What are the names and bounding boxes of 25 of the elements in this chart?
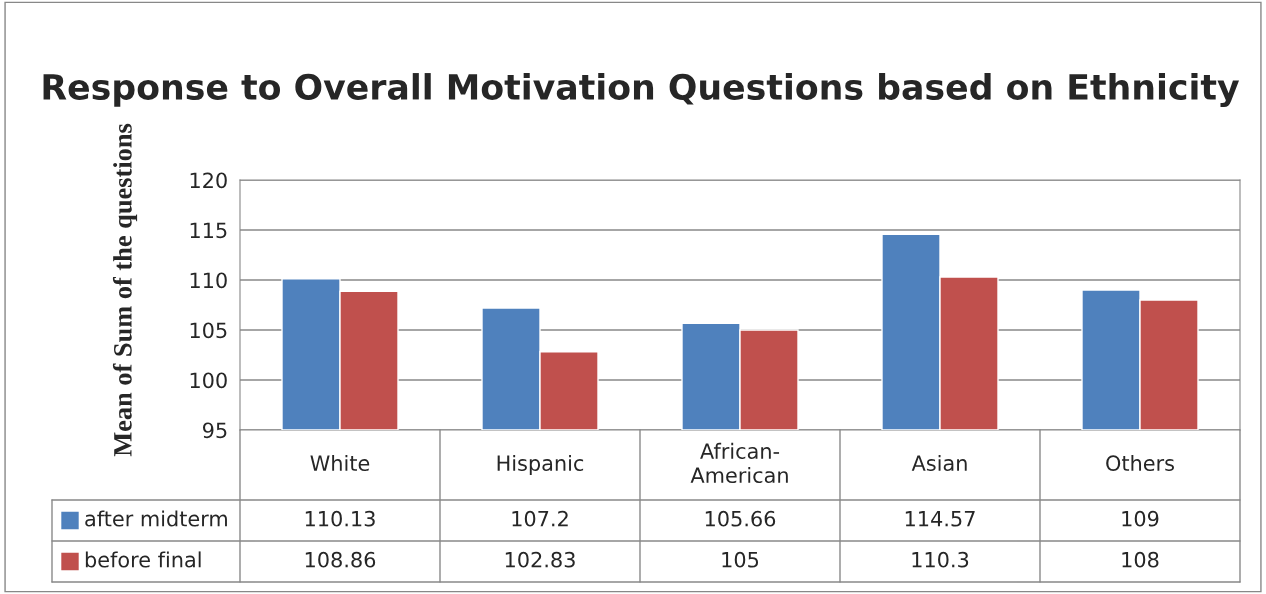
y-tick-label: 120	[190, 172, 227, 189]
y-tick-label: 95	[203, 422, 227, 439]
data-label: 102.83	[505, 551, 575, 568]
legend-label: before final	[85, 551, 201, 568]
data-label: 114.57	[905, 511, 975, 527]
y-tick-label: 100	[190, 372, 227, 389]
x-tick-label: White	[310, 454, 370, 472]
data-label: 109	[1122, 510, 1159, 527]
data-label: 108	[1122, 551, 1159, 568]
x-tick-label: Hispanic	[497, 454, 584, 476]
legend-label: after midterm	[85, 510, 227, 527]
chart-title: Response to Overall Motivation Questions based on Ethnicity	[43, 73, 1240, 107]
data-label: 110.13	[305, 510, 375, 527]
data-label: 110.3	[912, 551, 969, 568]
data-label: 105	[722, 551, 759, 568]
y-tick-label: 115	[190, 222, 227, 239]
y-tick-label: 110	[190, 272, 227, 289]
x-tick-label: African-American	[690, 442, 788, 484]
data-label: 108.86	[305, 551, 376, 568]
y-tick-label: 105	[190, 322, 227, 339]
x-tick-label: Asian	[911, 454, 967, 472]
x-tick-label: Others	[1106, 454, 1174, 472]
data-label: 107.2	[512, 510, 568, 527]
y-axis-title: Mean of Sum of the questions	[112, 123, 138, 457]
data-label: 105.66	[705, 510, 776, 527]
